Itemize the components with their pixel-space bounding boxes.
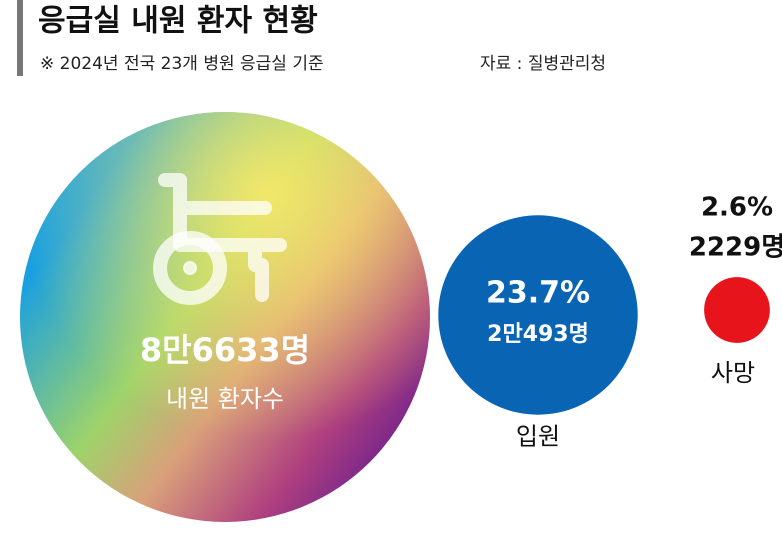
value-label: 8만6633명 [140,331,310,369]
title-bar [17,0,23,76]
icon-wheel [153,231,227,305]
subtitle: ※ 2024년 전국 23개 병원 응급실 기준 [40,54,324,74]
share-label: 23.7% [486,276,590,311]
chart-title: 응급실 내원 환자 현황 [38,4,318,39]
category-label: 입원 [516,423,560,451]
bubble [704,277,770,343]
value-label: 2229명 [689,233,782,263]
bubble-glow [20,112,430,522]
icon-hub [183,261,197,275]
share-label: 2.6% [701,193,773,223]
source: 자료 : 질병관리청 [480,54,606,74]
wheelchair-icon [153,173,287,305]
value-label: 2만493명 [487,322,589,347]
category-label: 사망 [711,359,755,387]
bubble [438,215,638,415]
category-label: 내원 환자수 [166,385,284,413]
